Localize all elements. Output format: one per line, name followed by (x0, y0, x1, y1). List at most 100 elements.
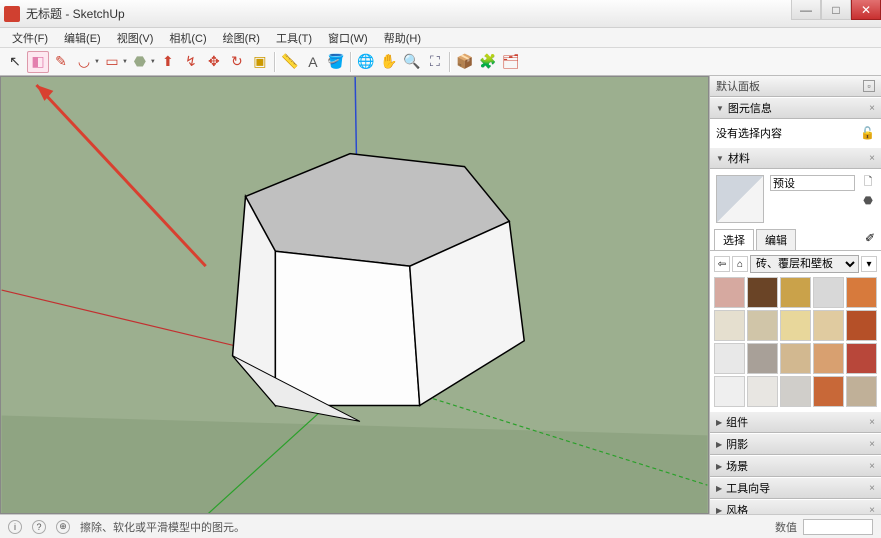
texture-swatch[interactable] (747, 376, 778, 407)
geo-icon[interactable]: ⊕ (56, 520, 70, 534)
orbit-tool[interactable]: 🌐 (355, 51, 377, 73)
texture-swatch[interactable] (813, 310, 844, 341)
close-button[interactable]: ✕ (851, 0, 881, 20)
texture-swatch[interactable] (747, 277, 778, 308)
viewport-3d[interactable] (0, 76, 709, 514)
texture-swatch[interactable] (714, 343, 745, 374)
panel-close-icon[interactable]: × (869, 461, 875, 472)
texture-swatch[interactable] (747, 343, 778, 374)
paint-tool[interactable]: 🪣 (325, 51, 347, 73)
panel-header[interactable]: ▶风格× (710, 499, 881, 514)
texture-swatch[interactable] (813, 343, 844, 374)
offset-tool[interactable]: ↯ (180, 51, 202, 73)
panel-header[interactable]: ▶阴影× (710, 433, 881, 455)
menu-5[interactable]: 工具(T) (268, 28, 320, 48)
extension-tool[interactable]: 🧩 (477, 51, 499, 73)
toolbar: ↖◧✎◡▼▭▼⬣▼⬆↯✥↻▣📏A🪣🌐✋🔍⛶📦🧩🗂 (0, 48, 881, 76)
texture-swatch[interactable] (780, 343, 811, 374)
value-input[interactable] (803, 519, 873, 535)
dropdown-arrow-icon[interactable]: ▼ (94, 59, 100, 65)
texture-swatch[interactable] (846, 310, 877, 341)
panel-close-icon[interactable]: × (869, 483, 875, 494)
texture-swatch[interactable] (780, 376, 811, 407)
panel-header[interactable]: ▶工具向导× (710, 477, 881, 499)
panel-title-text: 组件 (726, 414, 748, 430)
pan-tool[interactable]: ✋ (378, 51, 400, 73)
texture-swatch[interactable] (714, 310, 745, 341)
menu-3[interactable]: 相机(C) (161, 28, 214, 48)
chevron-down-icon: ▼ (716, 104, 724, 113)
menu-0[interactable]: 文件(F) (4, 28, 56, 48)
text-tool[interactable]: A (302, 51, 324, 73)
panel-close-icon[interactable]: × (869, 103, 875, 114)
texture-swatch[interactable] (780, 277, 811, 308)
material-tabs: 选择 编辑 ✐ (710, 229, 881, 251)
eraser-tool[interactable]: ◧ (27, 51, 49, 73)
lock-icon[interactable]: 🔓 (860, 126, 875, 140)
chevron-right-icon: ▶ (716, 462, 722, 471)
select-tool[interactable]: ↖ (4, 51, 26, 73)
home-icon[interactable]: ⌂ (732, 256, 748, 272)
default-material-icon[interactable]: ⬣ (861, 193, 875, 207)
dropdown-arrow-icon[interactable]: ▼ (150, 59, 156, 65)
material-name-wrap (770, 175, 855, 191)
chevron-right-icon: ▶ (716, 418, 722, 427)
entity-info-header[interactable]: ▼ 图元信息 × (710, 97, 881, 119)
texture-swatch[interactable] (846, 343, 877, 374)
back-icon[interactable]: ⇦ (714, 256, 730, 272)
panel-header[interactable]: ▶场景× (710, 455, 881, 477)
status-right: 数值 (775, 519, 873, 535)
line-tool[interactable]: ✎ (50, 51, 72, 73)
info-icon[interactable]: i (8, 520, 22, 534)
tray-title-text: 默认面板 (716, 78, 760, 94)
tab-edit[interactable]: 编辑 (756, 229, 796, 250)
window-title: 无标题 - SketchUp (26, 5, 877, 22)
menu-6[interactable]: 窗口(W) (320, 28, 376, 48)
panel-title-text: 风格 (726, 502, 748, 514)
polygon-tool[interactable]: ⬣ (129, 51, 151, 73)
material-name-input[interactable] (770, 175, 855, 191)
layout-tool[interactable]: 🗂 (500, 51, 522, 73)
material-swatch[interactable] (716, 175, 764, 223)
panel-close-icon[interactable]: × (869, 505, 875, 515)
zoom-extents-tool[interactable]: ⛶ (424, 51, 446, 73)
warehouse-tool[interactable]: 📦 (454, 51, 476, 73)
scale-tool[interactable]: ▣ (249, 51, 271, 73)
texture-swatch[interactable] (846, 277, 877, 308)
texture-swatch[interactable] (846, 376, 877, 407)
dropdown-arrow-icon[interactable]: ▼ (122, 59, 128, 65)
texture-swatch[interactable] (813, 376, 844, 407)
zoom-tool[interactable]: 🔍 (401, 51, 423, 73)
panel-close-icon[interactable]: × (869, 153, 875, 164)
move-tool[interactable]: ✥ (203, 51, 225, 73)
rotate-tool[interactable]: ↻ (226, 51, 248, 73)
help-icon[interactable]: ? (32, 520, 46, 534)
details-icon[interactable]: ▾ (861, 256, 877, 272)
tray-title: 默认面板 ▫ (710, 76, 881, 97)
texture-swatch[interactable] (714, 277, 745, 308)
pushpull-tool[interactable]: ⬆ (157, 51, 179, 73)
texture-swatch[interactable] (714, 376, 745, 407)
menu-4[interactable]: 绘图(R) (215, 28, 268, 48)
shape-tool[interactable]: ▭ (101, 51, 123, 73)
maximize-button[interactable]: □ (821, 0, 851, 20)
texture-swatch[interactable] (813, 277, 844, 308)
eyedropper-icon[interactable]: ✐ (863, 229, 877, 250)
arc-tool[interactable]: ◡ (73, 51, 95, 73)
tape-tool[interactable]: 📏 (279, 51, 301, 73)
material-body: 🗋 ⬣ 选择 编辑 ✐ ⇦ ⌂ 砖、覆层和壁板 ▾ (710, 169, 881, 411)
material-category-select[interactable]: 砖、覆层和壁板 (750, 255, 859, 273)
panel-header[interactable]: ▶ 组件 × (710, 411, 881, 433)
tab-select[interactable]: 选择 (714, 229, 754, 250)
minimize-button[interactable]: — (791, 0, 821, 20)
menu-1[interactable]: 编辑(E) (56, 28, 109, 48)
texture-swatch[interactable] (747, 310, 778, 341)
material-header[interactable]: ▼ 材料 × (710, 147, 881, 169)
panel-close-icon[interactable]: × (869, 439, 875, 450)
tray-pin-icon[interactable]: ▫ (863, 80, 875, 92)
create-material-icon[interactable]: 🗋 (861, 175, 875, 189)
texture-swatch[interactable] (780, 310, 811, 341)
menu-7[interactable]: 帮助(H) (376, 28, 429, 48)
menu-2[interactable]: 视图(V) (109, 28, 162, 48)
panel-close-icon[interactable]: × (869, 417, 875, 428)
